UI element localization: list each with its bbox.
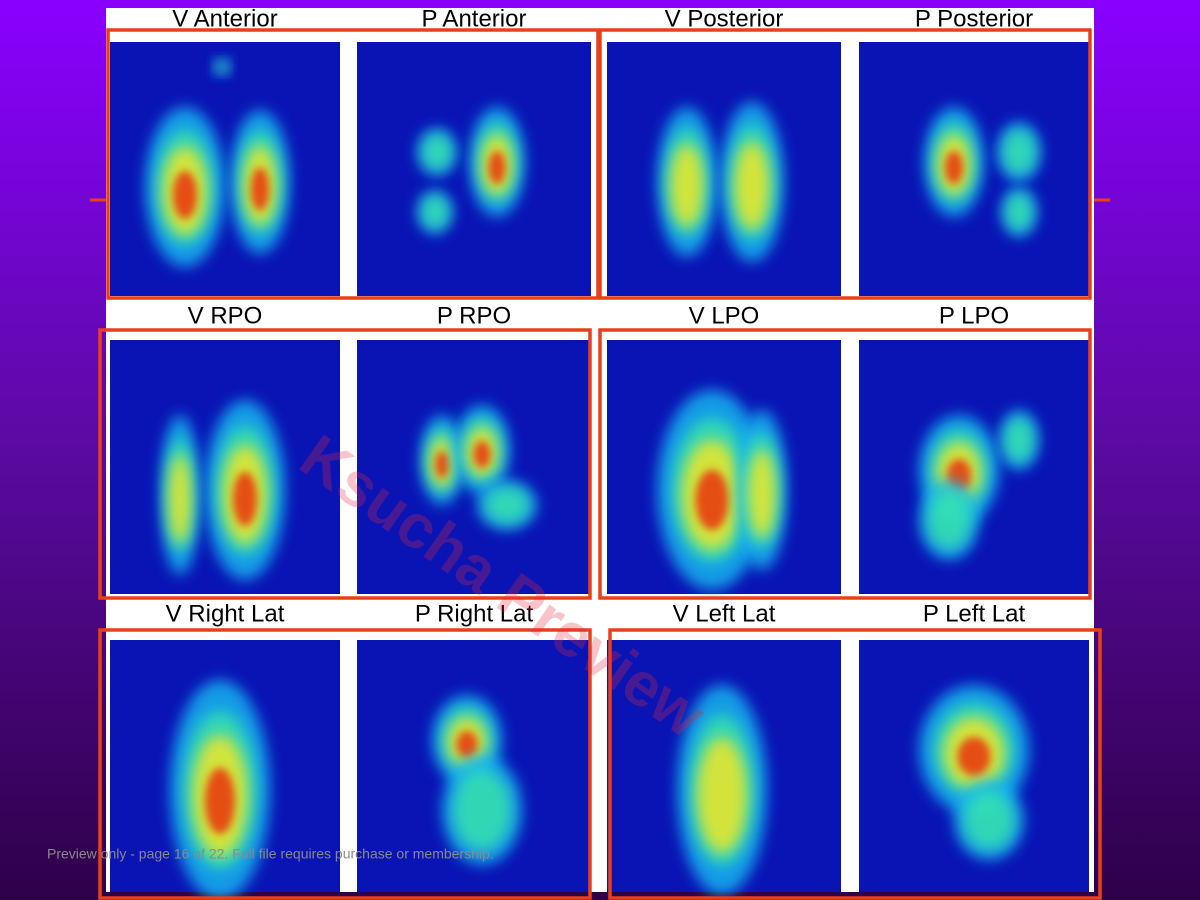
uptake-hot bbox=[435, 451, 449, 478]
scan-label: P LPO bbox=[939, 302, 1009, 329]
highlight-box bbox=[598, 328, 1092, 600]
footer-note: Preview only - page 16 of 22. Full file … bbox=[47, 846, 494, 862]
uptake-warm bbox=[697, 737, 747, 853]
uptake-mid bbox=[1006, 194, 1032, 230]
uptake-warm bbox=[734, 142, 770, 230]
uptake-hot bbox=[488, 151, 506, 184]
uptake-hot bbox=[251, 167, 269, 211]
scan-image bbox=[357, 42, 591, 296]
uptake-mid bbox=[422, 196, 448, 228]
uptake-warm bbox=[748, 450, 776, 538]
scan-label: P Anterior bbox=[422, 5, 527, 32]
scan-image bbox=[110, 42, 340, 296]
uptake-mid bbox=[1004, 418, 1034, 462]
scan-label: V Right Lat bbox=[166, 600, 285, 627]
uptake-mid bbox=[422, 134, 452, 170]
uptake-hot bbox=[456, 731, 478, 758]
uptake-hot bbox=[173, 171, 197, 219]
scan-label: V RPO bbox=[188, 302, 263, 329]
uptake-hot bbox=[945, 151, 963, 184]
scan-image bbox=[859, 640, 1089, 892]
scan-labels: V Anterior P Anterior V Posterior P Posteri… bbox=[166, 5, 1034, 627]
scan-label: V LPO bbox=[689, 302, 760, 329]
uptake-warm bbox=[670, 144, 704, 227]
highlight-box bbox=[98, 328, 592, 600]
uptake-hot bbox=[957, 737, 991, 776]
scan-image bbox=[110, 340, 340, 594]
scan-image bbox=[607, 42, 841, 296]
scan-image bbox=[859, 340, 1089, 594]
scan-background bbox=[110, 42, 340, 296]
highlight-box bbox=[106, 28, 600, 300]
uptake-warm bbox=[169, 455, 191, 543]
scan-label: V Left Lat bbox=[673, 600, 776, 627]
uptake-hot bbox=[695, 470, 729, 530]
highlight-box bbox=[598, 28, 1092, 300]
uptake-hot bbox=[473, 441, 491, 468]
scan-label: V Anterior bbox=[172, 5, 277, 32]
scan-image bbox=[357, 340, 591, 594]
scan-image bbox=[607, 640, 841, 895]
highlight-box bbox=[608, 628, 1102, 900]
highlight-box bbox=[98, 628, 592, 900]
uptake-hot bbox=[205, 768, 235, 834]
scan-label: P Left Lat bbox=[923, 600, 1026, 627]
uptake-hot bbox=[233, 472, 257, 526]
highlight-boxes bbox=[98, 28, 1102, 900]
scan-image bbox=[110, 640, 340, 900]
uptake-mid bbox=[1003, 130, 1035, 174]
scan-label: P RPO bbox=[437, 302, 511, 329]
scan-image bbox=[607, 340, 841, 594]
uptake-mid bbox=[216, 61, 228, 73]
scan-panels bbox=[110, 42, 1089, 900]
uptake-mid bbox=[963, 791, 1015, 849]
scan-label: P Posterior bbox=[915, 5, 1033, 32]
uptake-mid bbox=[485, 487, 529, 523]
scan-label: V Posterior bbox=[665, 5, 784, 32]
scan-image bbox=[357, 640, 591, 892]
scan-label: P Right Lat bbox=[415, 600, 534, 627]
uptake-mid bbox=[453, 770, 511, 850]
uptake-mid bbox=[927, 491, 971, 549]
scan-image bbox=[859, 42, 1089, 296]
